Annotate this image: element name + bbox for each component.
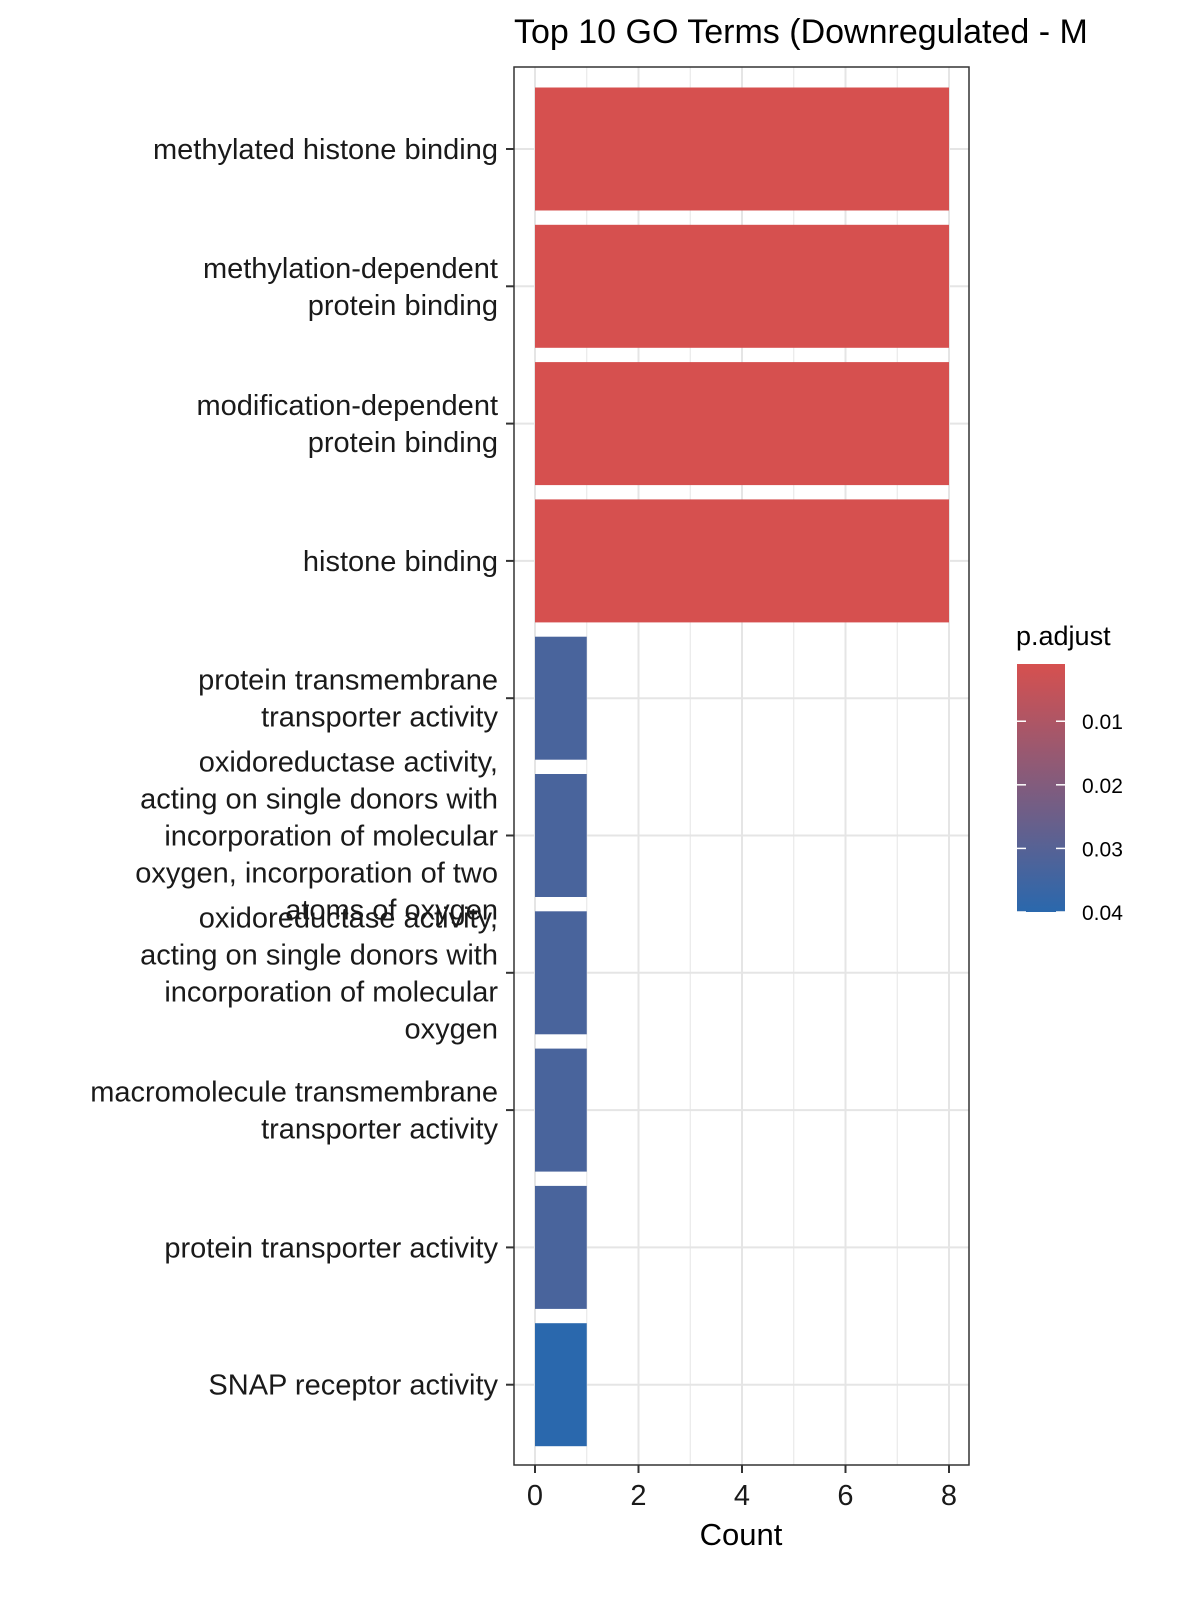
bar [535,1048,587,1172]
legend-colorbar [1017,664,1065,912]
y-axis: methylated histone binding methylation-de… [90,134,514,1402]
legend-title: p.adjust [1016,621,1111,651]
bar [535,224,949,348]
legend-label: 0.03 [1082,838,1123,861]
x-tick-label: 8 [941,1480,957,1512]
bar [535,499,949,623]
bar [535,362,949,486]
y-tick-label: protein transmembrane transporter activit… [198,665,498,734]
y-tick-label: macromolecule transmembrane transporter a… [90,1077,498,1146]
x-axis-title: Count [700,1517,783,1552]
legend-label: 0.04 [1082,902,1123,925]
y-tick-label: methylation-dependent protein binding [203,253,498,322]
bar [535,774,587,897]
x-tick-label: 6 [837,1480,853,1512]
bar [535,1323,587,1447]
bars [535,87,949,1447]
y-tick-label: protein transporter activity [164,1232,498,1264]
x-axis: 0 2 4 6 8 [527,1465,957,1512]
y-tick-label: oxidoreductase activity, acting on single… [140,902,498,1045]
bar [535,87,949,211]
y-tick-label: histone binding [303,546,498,578]
legend: p.adjust 0.01 0.02 0.03 0.04 [1016,621,1123,925]
legend-label: 0.02 [1082,775,1123,798]
y-tick-label: oxidoreductase activity, acting on single… [135,747,498,927]
x-tick-label: 4 [734,1480,750,1512]
chart-title: Top 10 GO Terms (Downregulated - M [514,13,1088,51]
y-tick-label: methylated histone binding [153,134,498,166]
y-tick-label: modification-dependent protein binding [197,390,498,459]
bar [535,636,587,760]
legend-label: 0.01 [1082,711,1123,734]
x-tick-label: 2 [630,1480,646,1512]
bar [535,911,587,1035]
bar [535,1185,587,1309]
y-tick-label: SNAP receptor activity [208,1370,498,1402]
x-tick-label: 0 [527,1480,543,1512]
